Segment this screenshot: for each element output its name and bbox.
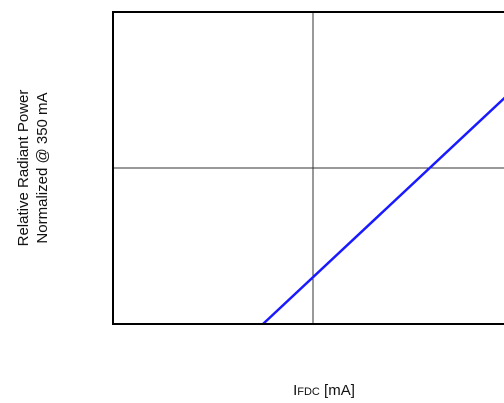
series-line [262, 96, 504, 325]
x-axis-label-main: I [293, 382, 297, 399]
x-axis-label: IFDC [mA] [293, 382, 355, 399]
y-axis-label-line-1: Relative Radiant Power [15, 90, 32, 247]
plot-frame [112, 11, 504, 325]
x-axis-label-subscript: FDC [297, 386, 320, 398]
series-group [262, 96, 504, 325]
grid [113, 12, 504, 324]
y-axis-label-line-2: Normalized @ 350 mA [34, 92, 51, 243]
x-axis-label-unit: [mA] [320, 382, 355, 399]
